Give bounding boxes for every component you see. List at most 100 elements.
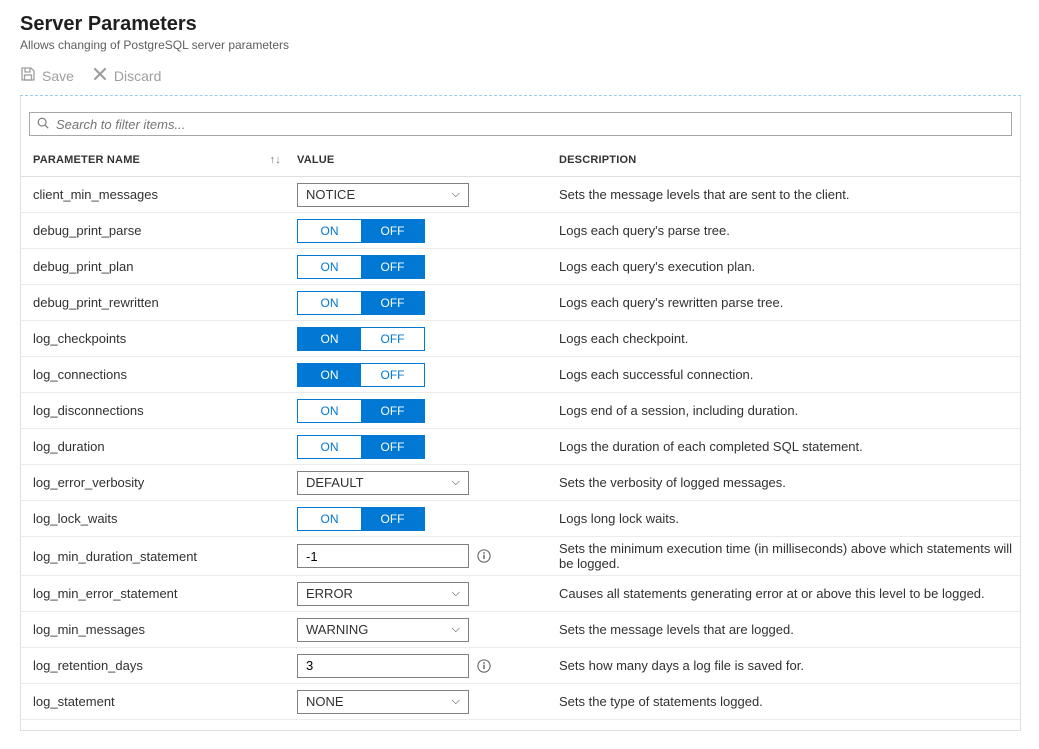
- parameter-select-value: NOTICE: [306, 187, 355, 202]
- parameter-text-input[interactable]: [297, 654, 469, 678]
- parameter-value-cell: ONOFF: [297, 219, 559, 243]
- parameter-select[interactable]: NONE⌵: [297, 690, 469, 714]
- chevron-down-icon: ⌵: [452, 623, 460, 636]
- parameter-name: log_min_error_statement: [29, 586, 297, 601]
- parameter-description: Causes all statements generating error a…: [559, 586, 1012, 601]
- parameter-toggle[interactable]: ONOFF: [297, 435, 425, 459]
- search-input[interactable]: [56, 117, 1005, 132]
- parameter-description: Logs each successful connection.: [559, 367, 1012, 382]
- parameter-name: debug_print_parse: [29, 223, 297, 238]
- discard-button[interactable]: Discard: [92, 66, 161, 85]
- parameter-toggle[interactable]: ONOFF: [297, 219, 425, 243]
- toggle-on[interactable]: ON: [298, 436, 361, 458]
- parameter-name: log_lock_waits: [29, 511, 297, 526]
- toggle-on[interactable]: ON: [298, 364, 361, 386]
- parameter-name: log_checkpoints: [29, 331, 297, 346]
- chevron-down-icon: ⌵: [452, 476, 460, 489]
- toggle-off[interactable]: OFF: [361, 436, 424, 458]
- parameter-rows: client_min_messages NOTICE ⌵ Sets the messa…: [21, 177, 1020, 720]
- toggle-on[interactable]: ON: [298, 328, 361, 350]
- toggle-on[interactable]: ON: [298, 256, 361, 278]
- parameter-row: log_min_duration_statement Sets the minim…: [21, 537, 1020, 576]
- chevron-down-icon: ⌵: [452, 695, 460, 708]
- parameter-value-cell: WARNING ⌵: [297, 618, 559, 642]
- parameter-text-input[interactable]: [297, 544, 469, 568]
- toggle-off[interactable]: OFF: [361, 256, 424, 278]
- toggle-off[interactable]: OFF: [361, 400, 424, 422]
- parameter-description: Logs end of a session, including duratio…: [559, 403, 1012, 418]
- toggle-on[interactable]: ON: [298, 400, 361, 422]
- parameter-value-cell: [297, 654, 559, 678]
- toggle-off[interactable]: OFF: [361, 364, 424, 386]
- parameter-row: debug_print_rewrittenONOFFLogs each quer…: [21, 285, 1020, 321]
- chevron-down-icon: ⌵: [452, 587, 460, 600]
- parameter-name: log_error_verbosity: [29, 475, 297, 490]
- parameter-select-value: DEFAULT: [306, 475, 364, 490]
- parameter-name: log_retention_days: [29, 658, 297, 673]
- toolbar: Save Discard: [20, 66, 1021, 85]
- parameter-description: Logs long lock waits.: [559, 511, 1012, 526]
- toggle-off[interactable]: OFF: [361, 220, 424, 242]
- toggle-on[interactable]: ON: [298, 508, 361, 530]
- parameter-row: log_min_error_statementERROR⌵ Causes all …: [21, 576, 1020, 612]
- parameter-select[interactable]: WARNING ⌵: [297, 618, 469, 642]
- parameter-row: debug_print_parseONOFFLogs each query's …: [21, 213, 1020, 249]
- toggle-off[interactable]: OFF: [361, 292, 424, 314]
- save-button[interactable]: Save: [20, 66, 74, 85]
- info-icon[interactable]: [477, 549, 491, 563]
- toggle-on[interactable]: ON: [298, 292, 361, 314]
- column-header-description[interactable]: DESCRIPTION: [559, 154, 1012, 166]
- parameter-row: log_retention_days Sets how many days a l…: [21, 648, 1020, 684]
- parameter-name: debug_print_plan: [29, 259, 297, 274]
- discard-icon: [92, 66, 108, 85]
- parameter-row: log_disconnectionsONOFF Logs end of a ses…: [21, 393, 1020, 429]
- grid-header: PARAMETER NAME ↑↓ VALUE DESCRIPTION: [21, 144, 1020, 177]
- chevron-down-icon: ⌵: [452, 188, 460, 201]
- parameter-value-cell: NOTICE ⌵: [297, 183, 559, 207]
- info-icon[interactable]: [477, 659, 491, 673]
- parameter-name: log_min_duration_statement: [29, 549, 297, 564]
- page-title: Server Parameters: [20, 12, 1021, 36]
- toggle-off[interactable]: OFF: [361, 508, 424, 530]
- parameter-select[interactable]: NOTICE ⌵: [297, 183, 469, 207]
- parameter-select[interactable]: DEFAULT ⌵: [297, 471, 469, 495]
- parameter-select[interactable]: ERROR⌵: [297, 582, 469, 606]
- parameter-row: log_statementNONE⌵Sets the type of state…: [21, 684, 1020, 720]
- search-icon: [36, 116, 50, 133]
- server-parameters-page: Server Parameters Allows changing of Pos…: [0, 0, 1039, 749]
- toggle-on[interactable]: ON: [298, 220, 361, 242]
- parameter-value-cell: ONOFF: [297, 399, 559, 423]
- discard-label: Discard: [114, 68, 161, 84]
- parameter-toggle[interactable]: ONOFF: [297, 255, 425, 279]
- parameter-row: log_checkpointsONOFFLogs each checkpoint…: [21, 321, 1020, 357]
- column-header-name-label: PARAMETER NAME: [33, 154, 140, 166]
- parameter-value-cell: ONOFF: [297, 291, 559, 315]
- save-icon: [20, 66, 36, 85]
- column-header-value[interactable]: VALUE: [297, 154, 559, 166]
- parameter-toggle[interactable]: ONOFF: [297, 363, 425, 387]
- parameter-description: Logs each query's rewritten parse tree.: [559, 295, 1012, 310]
- page-subtitle: Allows changing of PostgreSQL server par…: [20, 38, 1021, 52]
- search-wrap: [21, 112, 1020, 144]
- parameter-description: Sets the message levels that are sent to…: [559, 187, 1012, 202]
- parameter-name: log_statement: [29, 694, 297, 709]
- parameter-select-value: WARNING: [306, 622, 368, 637]
- toggle-off[interactable]: OFF: [361, 328, 424, 350]
- parameter-value-cell: [297, 544, 559, 568]
- search-box[interactable]: [29, 112, 1012, 136]
- parameter-description: Sets the minimum execution time (in mill…: [559, 541, 1012, 571]
- parameter-toggle[interactable]: ONOFF: [297, 291, 425, 315]
- column-header-name[interactable]: PARAMETER NAME ↑↓: [29, 154, 297, 166]
- parameter-row: log_durationONOFFLogs the duration of ea…: [21, 429, 1020, 465]
- parameter-value-cell: ONOFF: [297, 327, 559, 351]
- parameter-name: client_min_messages: [29, 187, 297, 202]
- parameter-toggle[interactable]: ONOFF: [297, 327, 425, 351]
- parameter-name: log_disconnections: [29, 403, 297, 418]
- parameter-name: log_connections: [29, 367, 297, 382]
- parameter-toggle[interactable]: ONOFF: [297, 507, 425, 531]
- parameter-toggle[interactable]: ONOFF: [297, 399, 425, 423]
- content-panel: PARAMETER NAME ↑↓ VALUE DESCRIPTION clie…: [20, 96, 1021, 731]
- parameter-description: Logs each query's execution plan.: [559, 259, 1012, 274]
- parameter-description: Sets the message levels that are logged.: [559, 622, 1012, 637]
- parameter-description: Sets how many days a log file is saved f…: [559, 658, 1012, 673]
